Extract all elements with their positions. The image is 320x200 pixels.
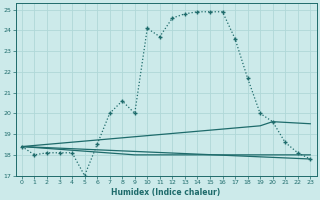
X-axis label: Humidex (Indice chaleur): Humidex (Indice chaleur) [111,188,221,197]
